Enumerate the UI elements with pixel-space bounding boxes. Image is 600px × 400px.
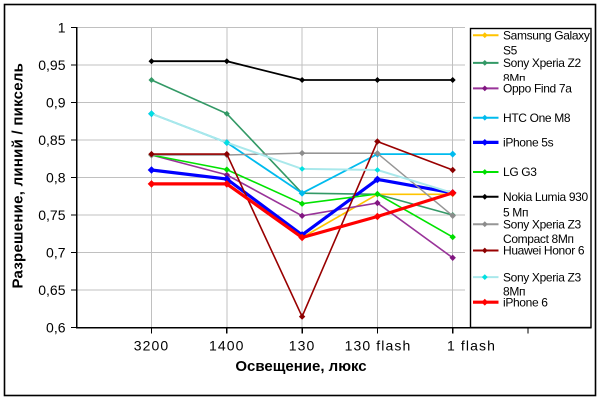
svg-text:Sony Xperia Z2: Sony Xperia Z2: [503, 56, 581, 70]
svg-text:0,7: 0,7: [46, 244, 66, 260]
svg-text:LG G3: LG G3: [503, 165, 537, 179]
svg-text:0,95: 0,95: [38, 57, 65, 73]
svg-text:0,8: 0,8: [46, 169, 66, 185]
svg-text:0,75: 0,75: [38, 207, 65, 223]
svg-text:0,85: 0,85: [38, 132, 65, 148]
svg-text:Разрешение, линий / пиксель: Разрешение, линий / пиксель: [10, 63, 27, 289]
svg-text:iPhone 6: iPhone 6: [503, 295, 548, 309]
svg-text:Compact 8Мп: Compact 8Мп: [503, 232, 574, 246]
svg-text:Sony Xperia Z3: Sony Xperia Z3: [503, 270, 581, 284]
svg-text:0,65: 0,65: [38, 282, 65, 298]
svg-text:Huawei Honor 6: Huawei Honor 6: [503, 244, 585, 258]
svg-text:Samsung Galaxy: Samsung Galaxy: [503, 28, 590, 42]
svg-text:1 flash: 1 flash: [447, 338, 496, 354]
svg-text:HTC One M8: HTC One M8: [503, 111, 571, 125]
svg-text:8Мп: 8Мп: [503, 284, 525, 298]
svg-text:130 flash: 130 flash: [345, 338, 412, 354]
svg-text:130: 130: [289, 338, 316, 354]
svg-text:8Мп: 8Мп: [503, 72, 525, 86]
svg-text:iPhone 5s: iPhone 5s: [503, 136, 554, 150]
svg-text:5 Мп: 5 Мп: [503, 206, 528, 220]
svg-text:0,6: 0,6: [46, 319, 66, 335]
svg-text:3200: 3200: [134, 338, 170, 354]
svg-text:Sony Xperia Z3: Sony Xperia Z3: [503, 217, 581, 231]
svg-text:Освещение, люкс: Освещение, люкс: [235, 358, 366, 375]
svg-text:Nokia Lumia 930: Nokia Lumia 930: [503, 190, 588, 204]
svg-text:Oppo Find 7a: Oppo Find 7a: [503, 82, 572, 96]
svg-text:1: 1: [58, 19, 66, 35]
svg-text:S5: S5: [503, 44, 518, 58]
svg-text:1400: 1400: [209, 338, 245, 354]
svg-text:0,9: 0,9: [46, 94, 66, 110]
